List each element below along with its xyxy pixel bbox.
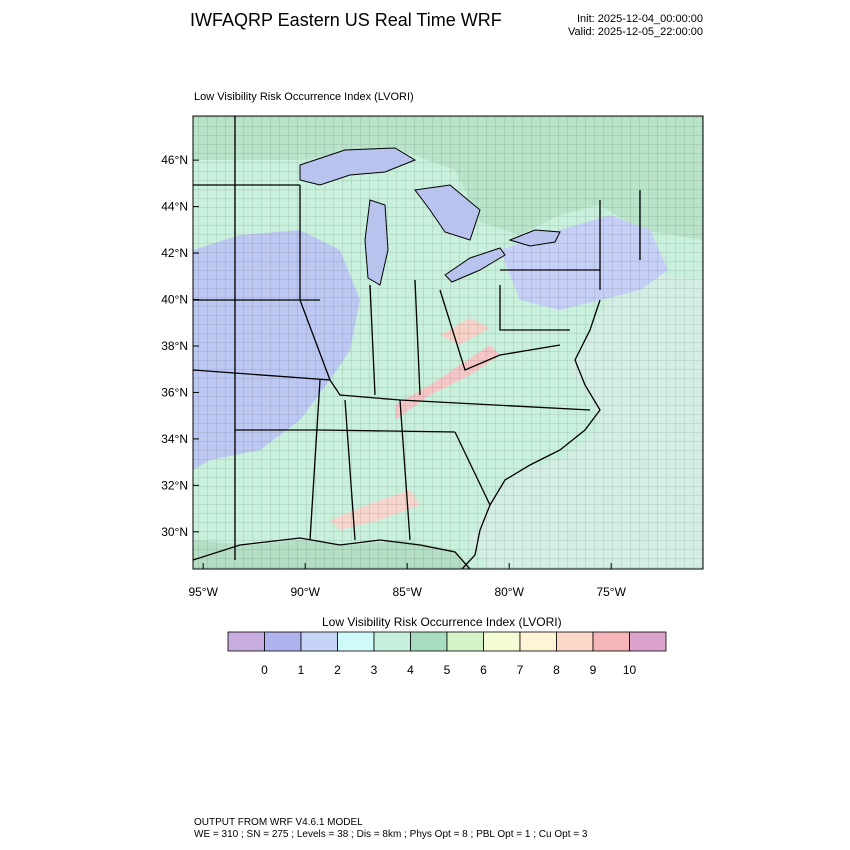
lake-erie	[444, 247, 506, 283]
lat-label: 30°N	[161, 525, 188, 539]
colorbar-title: Low Visibility Risk Occurrence Index (LV…	[322, 615, 562, 629]
lon-label: 80°W	[494, 585, 524, 599]
colorbar-swatch	[300, 631, 338, 652]
colorbar-label: 10	[622, 663, 637, 677]
lat-label: 38°N	[161, 339, 188, 353]
lake-ontario	[508, 229, 561, 247]
colorbar-label: 3	[370, 663, 378, 677]
lake-michigan	[364, 199, 389, 286]
lake-superior	[299, 147, 417, 186]
colorbar-label: 8	[553, 663, 560, 677]
colorbar-label: 7	[516, 663, 524, 677]
state-borders	[193, 116, 641, 560]
lon-label: 90°W	[290, 585, 320, 599]
colorbar-swatch	[592, 631, 630, 652]
lat-label: 40°N	[161, 293, 188, 307]
atlantic-coastline	[461, 299, 601, 569]
colorbar-swatch	[483, 631, 521, 652]
footer-line-1: OUTPUT FROM WRF V4.6.1 MODEL	[194, 817, 363, 828]
lat-label: 34°N	[161, 432, 188, 446]
run-times: Init: 2025-12-04_00:00:00 Valid: 2025-12…	[520, 13, 703, 39]
colorbar-swatch	[337, 631, 375, 652]
colorbar-label: 2	[334, 663, 341, 677]
colorbar-label: 6	[480, 663, 487, 677]
model-footer: OUTPUT FROM WRF V4.6.1 MODEL WE = 310 ; …	[194, 817, 587, 841]
map-subtitle: Low Visibility Risk Occurrence Index (LV…	[194, 91, 414, 103]
lat-label: 42°N	[161, 246, 188, 260]
footer-line-2: WE = 310 ; SN = 275 ; Levels = 38 ; Dis …	[194, 829, 588, 840]
colorbar-swatch	[556, 631, 594, 652]
colorbar-swatch	[629, 631, 667, 652]
longitude-ticks	[202, 563, 612, 569]
colorbar	[227, 631, 667, 652]
colorbar-swatch	[373, 631, 411, 652]
colorbar-swatch	[519, 631, 557, 652]
lat-label: 36°N	[161, 385, 188, 399]
latitude-labels: 46°N 44°N 42°N 40°N 38°N 36°N 34°N 32°N 30°N	[161, 153, 188, 539]
init-time: Init: 2025-12-04_00:00:00	[577, 13, 703, 25]
latitude-ticks	[193, 159, 199, 533]
lon-label: 95°W	[188, 585, 218, 599]
lat-label: 32°N	[161, 478, 188, 492]
colorbar-swatch	[410, 631, 448, 652]
colorbar-label: 9	[589, 663, 597, 677]
map-body	[193, 116, 703, 569]
colorbar-label: 5	[443, 663, 451, 677]
valid-time: Valid: 2025-12-05_22:00:00	[568, 26, 703, 38]
colorbar-label: 0	[261, 663, 268, 677]
longitude-labels: 95°W 90°W 85°W 80°W 75°W	[188, 585, 626, 599]
colorbar-swatch	[264, 631, 302, 652]
county-lines	[193, 116, 703, 569]
lon-label: 85°W	[392, 585, 422, 599]
map-frame	[192, 115, 704, 570]
chart-title: IWFAQRP Eastern US Real Time WRF	[190, 10, 502, 30]
colorbar-label: 4	[407, 663, 414, 677]
lake-huron	[414, 184, 481, 241]
gulf-coastline	[193, 537, 471, 569]
lat-label: 46°N	[161, 153, 188, 167]
lat-label: 44°N	[161, 200, 188, 214]
colorbar-swatch	[446, 631, 484, 652]
colorbar-label: 1	[297, 663, 305, 677]
colorbar-swatch	[227, 631, 265, 652]
lon-label: 75°W	[596, 585, 626, 599]
